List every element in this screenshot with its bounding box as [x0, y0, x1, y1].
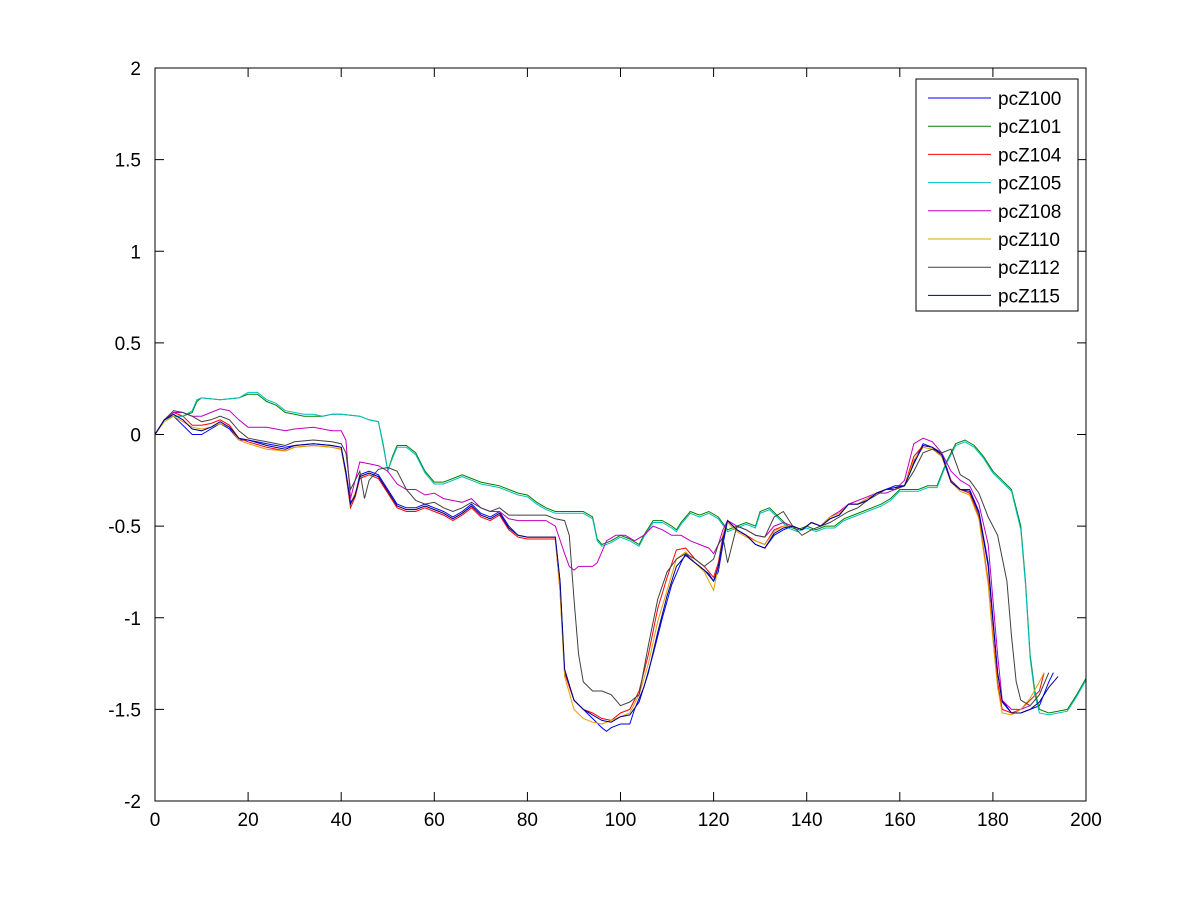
x-tick-label: 0 — [150, 810, 161, 831]
series-line-pcz115 — [154, 413, 1059, 723]
legend-label: pcZ100 — [998, 89, 1061, 110]
x-tick-label: 180 — [977, 810, 1009, 831]
y-tick-label: -1 — [124, 609, 141, 630]
x-tick-label: 140 — [791, 810, 823, 831]
y-tick-label: -0.5 — [108, 517, 141, 538]
x-tick-label: 60 — [424, 810, 445, 831]
x-tick-label: 120 — [698, 810, 730, 831]
x-tick-label: 80 — [517, 810, 538, 831]
legend-label: pcZ108 — [998, 202, 1061, 223]
y-tick-label: 0.5 — [115, 334, 141, 355]
plot-frame — [154, 67, 1087, 802]
legend-label: pcZ115 — [998, 286, 1060, 307]
y-tick-label: 1 — [130, 242, 141, 263]
series-line-pcz112 — [154, 410, 1050, 707]
x-tick-label: 160 — [884, 810, 916, 831]
legend-box — [915, 78, 1079, 312]
y-tick-label: -2 — [124, 792, 141, 813]
legend-label: pcZ105 — [998, 174, 1061, 195]
plot-series — [154, 391, 1087, 733]
x-tick-label: 40 — [331, 810, 352, 831]
legend: pcZ100 pcZ101 pcZ104 pcZ105 pcZ108 pcZ110 pcZ1… — [915, 78, 1079, 312]
legend-label: pcZ110 — [998, 230, 1060, 251]
legend-label: pcZ112 — [998, 258, 1060, 279]
legend-label: pcZ101 — [998, 117, 1061, 138]
y-tick-label: 1.5 — [115, 151, 141, 172]
y-tick-labels: -2 -1.5 -1 -0.5 0 0.5 1 1.5 2 — [108, 59, 141, 813]
legend-label: pcZ104 — [998, 145, 1062, 166]
x-tick-label: 200 — [1070, 810, 1102, 831]
x-tick-label: 20 — [238, 810, 259, 831]
y-tick-label: -1.5 — [108, 700, 141, 721]
series-line-pcz108 — [154, 408, 1031, 710]
y-tick-label: 2 — [130, 59, 141, 80]
x-tick-labels: 0 20 40 60 80 100 120 140 160 180 200 — [150, 810, 1102, 831]
x-tick-label: 100 — [605, 810, 637, 831]
series-line-pcz105 — [154, 391, 1087, 716]
y-tick-label: 0 — [130, 426, 141, 447]
